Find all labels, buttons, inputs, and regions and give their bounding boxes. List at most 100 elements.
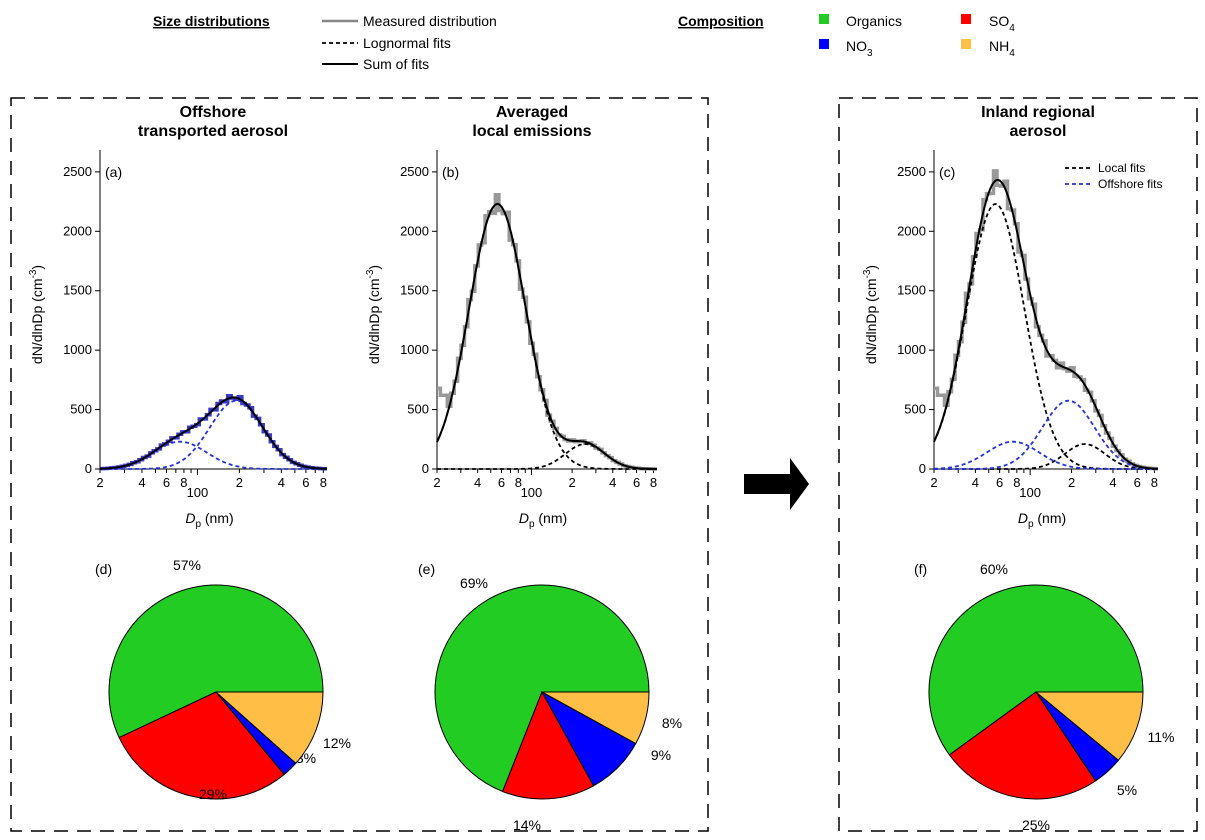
- pie-d-slice-organics: [108, 584, 324, 739]
- panel-b-xtick-label: 8: [515, 475, 522, 490]
- panel-a-ytick-label: 2500: [63, 164, 92, 179]
- panel-a-xtick-label: 100: [187, 485, 209, 500]
- panel-a-xlabel: Dp (nm): [185, 510, 233, 530]
- pie-d-label-organics: 57%: [173, 557, 201, 573]
- pie-e-label-so4: 14%: [513, 817, 541, 833]
- pie-f-label-nh4: 11%: [1148, 729, 1175, 745]
- panel-b-ytick-label: 2500: [400, 164, 429, 179]
- pie-e-label-no3: 9%: [651, 747, 671, 763]
- pie-f-slice-so4: [948, 691, 1097, 800]
- panel-a-ytick-label: 1000: [63, 342, 92, 357]
- pie-d-slice-so4: [118, 691, 285, 800]
- panel-c-xtick-label: 4: [1109, 475, 1116, 490]
- panel-b-xlabel: Dp (nm): [519, 510, 567, 530]
- pie-d-label-nh4: 12%: [323, 735, 351, 751]
- panel-b-xtick-label: 8: [650, 475, 657, 490]
- panel-a-measured-line: [100, 394, 327, 471]
- legend-comp-heading: Composition: [678, 13, 764, 29]
- panel-c-fit-line-1: [933, 203, 1158, 470]
- pie-e-label-nh4: 8%: [662, 715, 682, 731]
- pie-f-letter: (f): [914, 561, 927, 577]
- panel-c-ylabel: dN/dlnDp (cm-3): [862, 265, 879, 364]
- legend-so4-label: SO4: [989, 13, 1015, 34]
- pie-f: 60% 25% 5% 11% (f): [914, 561, 1174, 833]
- panel-c-xtick-label: 8: [1151, 475, 1158, 490]
- panel-a-ytick-label: 1500: [63, 283, 92, 298]
- panel-c-fit-line-4: [934, 399, 1158, 470]
- panel-a-xtick-label: 6: [302, 475, 309, 490]
- pie-e-letter: (e): [418, 561, 435, 577]
- panel-c-ytick-label: 1500: [897, 283, 926, 298]
- left-dashed-box: [10, 97, 709, 832]
- legend-local-fits-label: Local fits: [1098, 161, 1145, 175]
- legend-offshore-fits-label: Offshore fits: [1098, 177, 1162, 191]
- panel-b-xtick-label: 2: [433, 475, 440, 490]
- panel-a-title-line2: transported aerosol: [138, 123, 288, 140]
- panel-a-ytick-label: 0: [85, 461, 92, 476]
- panel-b-fit-line-1: [436, 203, 657, 470]
- panel-c-ytick-label: 1000: [897, 342, 926, 357]
- legend-measured-label: Measured distribution: [363, 13, 497, 29]
- panel-c-xtick-label: 8: [1013, 475, 1020, 490]
- legend-so4-swatch: [961, 14, 971, 24]
- panel-b-ytick-label: 1500: [400, 283, 429, 298]
- legend-lognormal-label: Lognormal fits: [363, 35, 451, 51]
- panel-b-ytick-label: 0: [422, 461, 429, 476]
- arrow-right-icon: [744, 458, 809, 510]
- pie-d-letter: (d): [95, 561, 112, 577]
- panel-a-xtick-label: 2: [236, 475, 243, 490]
- panel-b-title-line2: local emissions: [472, 123, 591, 140]
- right-dashed-box: [838, 97, 1198, 832]
- legend-organics-swatch: [819, 14, 829, 24]
- panel-b-xtick-label: 4: [474, 475, 481, 490]
- panel-c-title-line2: aerosol: [1010, 123, 1067, 140]
- legend-no3-swatch: [819, 39, 829, 49]
- pie-d-slice-nh4: [214, 691, 324, 764]
- pie-e-label-organics: 69%: [460, 575, 488, 591]
- pies-layer: 57%29%3%12%(d)69%14%9%8%(e) 60%25%5%11%(f…: [95, 557, 1174, 833]
- pie-e-slice-organics: [434, 584, 650, 793]
- panel-b-xtick-label: 4: [609, 475, 616, 490]
- pie-f-label-organics: 60%: [980, 561, 1008, 577]
- pie-f-label-so4: 25%: [1022, 817, 1050, 833]
- legend-size-heading: Size distributions: [153, 13, 270, 29]
- legend-organics-label: Organics: [846, 13, 902, 29]
- panel-a-xtick-label: 4: [138, 475, 145, 490]
- panel-c-fit-line-3: [934, 440, 1158, 470]
- panel-a-sum-line: [100, 396, 327, 470]
- legend-no3-label: NO3: [846, 38, 873, 59]
- legend-nh4-swatch: [961, 39, 971, 49]
- panel-c-ytick-label: 2500: [897, 164, 926, 179]
- pie-e: 69% 14% 9% 8% (e): [418, 561, 682, 833]
- panel-b-ytick-label: 1000: [400, 342, 429, 357]
- panel-b-title-line1: Averaged: [496, 104, 568, 121]
- panel-c-xtick-label: 100: [1019, 485, 1041, 500]
- panel-a-xtick-label: 8: [320, 475, 327, 490]
- panel-c-xlabel: Dp (nm): [1018, 510, 1066, 530]
- panel-c-measured-line: [934, 169, 1158, 471]
- legend-nh4-label: NH4: [989, 38, 1015, 59]
- panel-c-xtick-label: 2: [1068, 475, 1075, 490]
- panel-c-title-line1: Inland regional: [981, 104, 1095, 121]
- pie-e-slice-so4: [501, 690, 595, 800]
- panel-c-ytick-label: 0: [919, 461, 926, 476]
- panel-c-ytick-label: 2000: [897, 223, 926, 238]
- panel-b-xtick-label: 100: [521, 485, 543, 500]
- pie-d: 57%29%3%12%(d): [95, 557, 351, 802]
- panel-b-measured-line: [437, 193, 657, 471]
- panel-a-xtick-label: 8: [180, 475, 187, 490]
- pie-f-slice-organics: [928, 584, 1144, 756]
- panel-a-fit-line-1: [100, 440, 327, 470]
- panel-c-xtick-label: 2: [930, 475, 937, 490]
- legend-sumfits-label: Sum of fits: [363, 56, 429, 72]
- panel-c-xtick-label: 6: [996, 475, 1003, 490]
- panel-b-letter: (b): [442, 164, 459, 180]
- panel-b-fit-line-2: [437, 443, 657, 470]
- panel-c-xtick-label: 4: [972, 475, 979, 490]
- panel-c-letter: (c): [939, 164, 955, 180]
- panel-b-ylabel: dN/dlnDp (cm-3): [365, 265, 382, 364]
- panel-a-xtick-label: 6: [163, 475, 170, 490]
